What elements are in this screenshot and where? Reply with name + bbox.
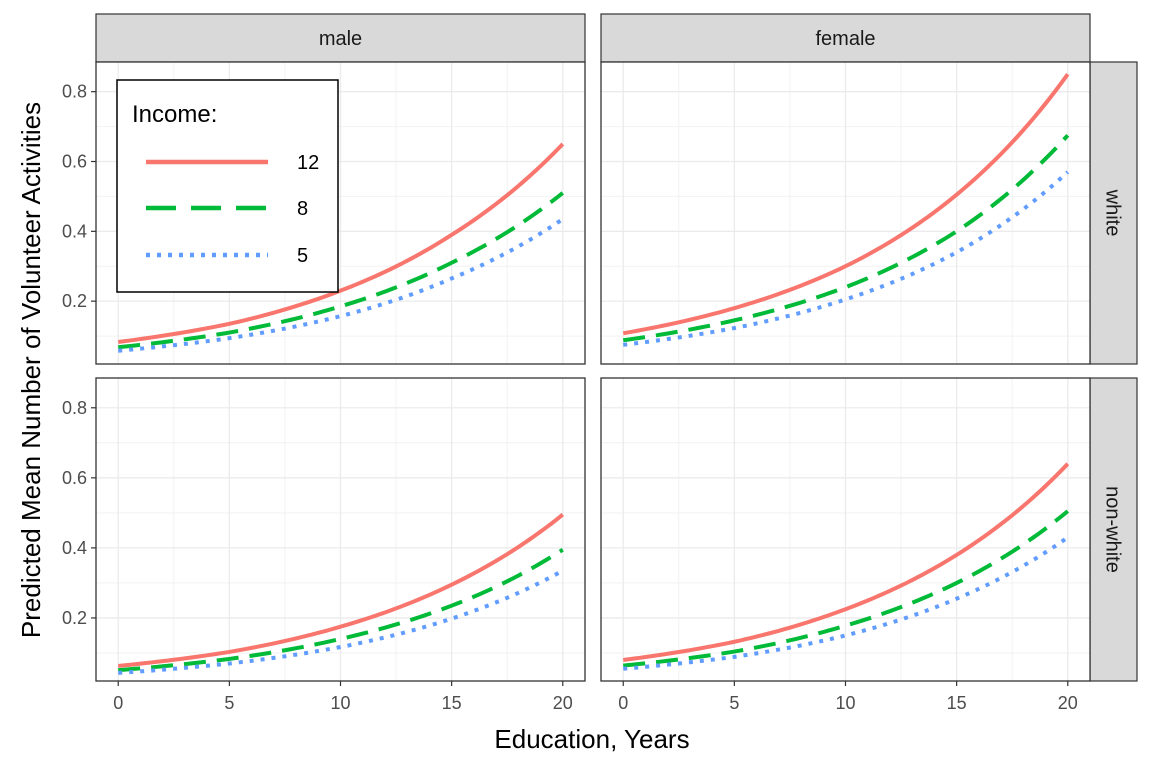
x-tick-label-female: 5	[729, 693, 739, 713]
x-axis-title: Education, Years	[494, 724, 689, 754]
x-tick-label-male: 20	[553, 693, 573, 713]
series-line-8-female-white	[622, 133, 1070, 343]
series-line-8-male-white	[118, 191, 565, 350]
y-tick-label-white: 0.8	[62, 82, 87, 102]
x-tick-label-male: 10	[330, 693, 350, 713]
x-tick-label-male: 0	[113, 693, 123, 713]
x-tick-label-male: 15	[442, 693, 462, 713]
y-tick-label-non-white: 0.2	[62, 608, 87, 628]
panel-border	[600, 61, 1091, 365]
y-tick-label-non-white: 0.8	[62, 398, 87, 418]
y-tick-label-non-white: 0.4	[62, 538, 87, 558]
facet-strip-label-non-white: non-white	[1102, 486, 1124, 573]
panel-female-white	[600, 61, 1091, 365]
facet-strip-label-white: white	[1102, 189, 1124, 237]
series-line-12-female-non-white	[622, 462, 1070, 662]
facet-strip-male	[95, 13, 586, 63]
y-tick-label-white: 0.4	[62, 221, 87, 241]
y-tick-label-white: 0.2	[62, 291, 87, 311]
facet-strip-label-male: male	[319, 28, 362, 50]
legend-title: Income:	[132, 101, 217, 128]
x-tick-label-female: 0	[618, 693, 628, 713]
y-tick-label-non-white: 0.6	[62, 468, 87, 488]
x-tick-label-female: 20	[1058, 693, 1078, 713]
series-line-5-male-non-white	[118, 568, 564, 675]
axes-layer: 0.2 0.4 0.6 0.8 0.2 0.4 0.6 0.8 0 5 10 15 20 0 5 10 15 20	[62, 82, 1078, 713]
facet-strip-non-white	[1089, 377, 1138, 682]
series-line-12-female-white	[622, 73, 1070, 336]
legend-label-8: 8	[297, 198, 308, 220]
panel-border	[95, 61, 586, 365]
series-line-12-male-non-white	[118, 513, 565, 668]
facet-strip-label-female: female	[815, 28, 875, 50]
legend-label-12: 12	[297, 152, 319, 174]
series-line-12-male-white	[117, 142, 565, 344]
series-line-8-female-non-white	[623, 509, 1070, 668]
legend-box	[116, 79, 339, 293]
x-tick-label-female: 10	[835, 693, 855, 713]
x-tick-label-female: 15	[947, 693, 967, 713]
series-line-8-male-non-white	[118, 547, 564, 673]
legend: Income: 12 8 5	[116, 79, 339, 293]
y-tick-label-white: 0.6	[62, 152, 87, 172]
legend-label-5: 5	[297, 245, 308, 267]
panel-male-non-white	[95, 377, 586, 682]
y-axis-title: Predicted Mean Number of Volunteer Activ…	[16, 102, 46, 638]
x-tick-label-male: 5	[224, 693, 234, 713]
panel-female-non-white	[600, 377, 1091, 682]
facet-strip-white	[1089, 61, 1138, 365]
